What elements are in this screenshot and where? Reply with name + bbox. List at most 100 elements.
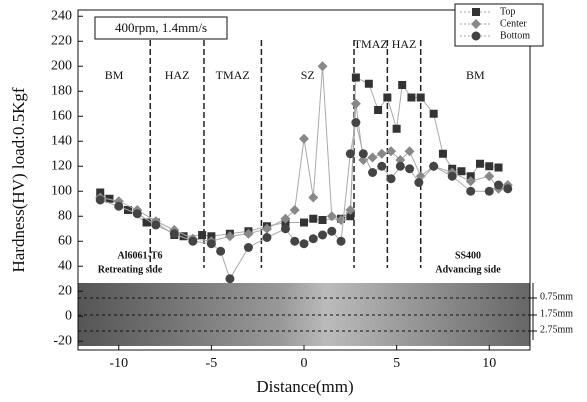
y-tick-label: 220 bbox=[51, 33, 72, 48]
marker bbox=[416, 93, 425, 102]
marker bbox=[350, 98, 361, 109]
annotation: Al6061-T6 bbox=[118, 250, 163, 261]
marker bbox=[386, 174, 396, 184]
marker bbox=[484, 171, 495, 182]
marker bbox=[280, 213, 291, 224]
marker bbox=[438, 149, 447, 158]
marker bbox=[377, 161, 387, 171]
marker bbox=[405, 164, 415, 174]
x-tick-label: 10 bbox=[482, 356, 496, 371]
marker bbox=[308, 234, 318, 244]
y-tick-label: 60 bbox=[58, 233, 72, 248]
marker bbox=[374, 106, 383, 114]
y-tick-label: 40 bbox=[58, 258, 72, 273]
marker bbox=[404, 146, 415, 157]
marker bbox=[395, 161, 405, 171]
y-tick-label: 0 bbox=[65, 308, 72, 323]
y-tick-label: 140 bbox=[51, 133, 72, 148]
depth-label: 1.75mm bbox=[540, 308, 573, 319]
marker bbox=[243, 228, 254, 239]
marker bbox=[318, 216, 327, 224]
marker bbox=[188, 236, 198, 246]
y-tick-label: 180 bbox=[51, 83, 72, 98]
marker bbox=[132, 209, 142, 219]
marker bbox=[447, 171, 457, 181]
depth-label: 2.75mm bbox=[540, 324, 573, 335]
marker bbox=[472, 8, 480, 16]
series-line bbox=[99, 76, 499, 237]
marker bbox=[243, 243, 253, 252]
marker bbox=[494, 163, 503, 172]
micrograph bbox=[78, 283, 537, 346]
marker bbox=[484, 186, 494, 196]
marker bbox=[358, 149, 368, 159]
legend-label: Center bbox=[500, 18, 527, 29]
marker bbox=[465, 176, 476, 187]
annotation: SS400 bbox=[455, 250, 481, 261]
zone-label: SZ bbox=[301, 68, 315, 82]
y-tick-label: 120 bbox=[51, 158, 72, 173]
marker bbox=[327, 226, 337, 236]
marker bbox=[105, 194, 114, 203]
marker bbox=[309, 214, 318, 223]
y-axis-label: Hardness(HV) load:0.5Kgf bbox=[9, 87, 28, 272]
marker bbox=[317, 61, 328, 72]
marker bbox=[376, 148, 387, 159]
marker bbox=[345, 149, 355, 159]
y-tick-label: 80 bbox=[58, 208, 72, 223]
y-tick-label: -20 bbox=[53, 333, 72, 348]
y-tick-label: 240 bbox=[51, 8, 72, 23]
zone-label: HAZ bbox=[165, 68, 190, 82]
marker bbox=[318, 230, 328, 240]
zone-label: HAZ bbox=[392, 37, 417, 51]
marker bbox=[308, 192, 319, 203]
marker bbox=[398, 81, 407, 89]
y-tick-label: 160 bbox=[51, 108, 72, 123]
marker bbox=[466, 186, 476, 196]
marker bbox=[368, 168, 378, 177]
x-tick-label: -5 bbox=[206, 356, 218, 371]
marker bbox=[494, 180, 504, 190]
marker bbox=[280, 224, 290, 234]
x-axis-label: Distance(mm) bbox=[256, 377, 353, 396]
marker bbox=[216, 246, 226, 256]
marker bbox=[471, 19, 481, 29]
marker bbox=[179, 232, 188, 241]
marker bbox=[358, 155, 369, 165]
marker bbox=[225, 274, 235, 284]
marker bbox=[414, 178, 424, 187]
marker bbox=[392, 124, 401, 133]
annotation: Advancing side bbox=[435, 264, 501, 275]
x-tick-label: 0 bbox=[301, 356, 308, 371]
marker bbox=[383, 93, 392, 102]
marker bbox=[290, 236, 300, 246]
y-tick-label: 100 bbox=[51, 183, 72, 198]
marker bbox=[345, 205, 356, 215]
marker bbox=[386, 146, 397, 157]
marker bbox=[346, 212, 355, 221]
zone-label: TMAZ bbox=[354, 37, 388, 51]
depth-label: 0.75mm bbox=[540, 291, 573, 302]
marker bbox=[367, 152, 378, 163]
x-tick-label: 5 bbox=[393, 356, 400, 371]
marker bbox=[351, 73, 360, 82]
legend-label: Top bbox=[500, 6, 515, 17]
marker bbox=[326, 211, 337, 222]
marker bbox=[475, 159, 484, 168]
marker bbox=[429, 161, 439, 171]
marker bbox=[206, 239, 216, 249]
marker bbox=[198, 231, 207, 239]
marker bbox=[224, 231, 235, 242]
marker bbox=[142, 218, 151, 227]
annotation: Retreating side bbox=[98, 264, 163, 275]
marker bbox=[151, 220, 161, 230]
marker bbox=[485, 162, 494, 171]
legend-label: Bottom bbox=[500, 30, 530, 41]
marker bbox=[457, 167, 466, 176]
zone-label: BM bbox=[466, 68, 485, 82]
marker bbox=[471, 31, 481, 41]
condition: 400rpm, 1.4mm/s bbox=[115, 20, 207, 35]
marker bbox=[300, 218, 308, 227]
marker bbox=[395, 155, 406, 165]
